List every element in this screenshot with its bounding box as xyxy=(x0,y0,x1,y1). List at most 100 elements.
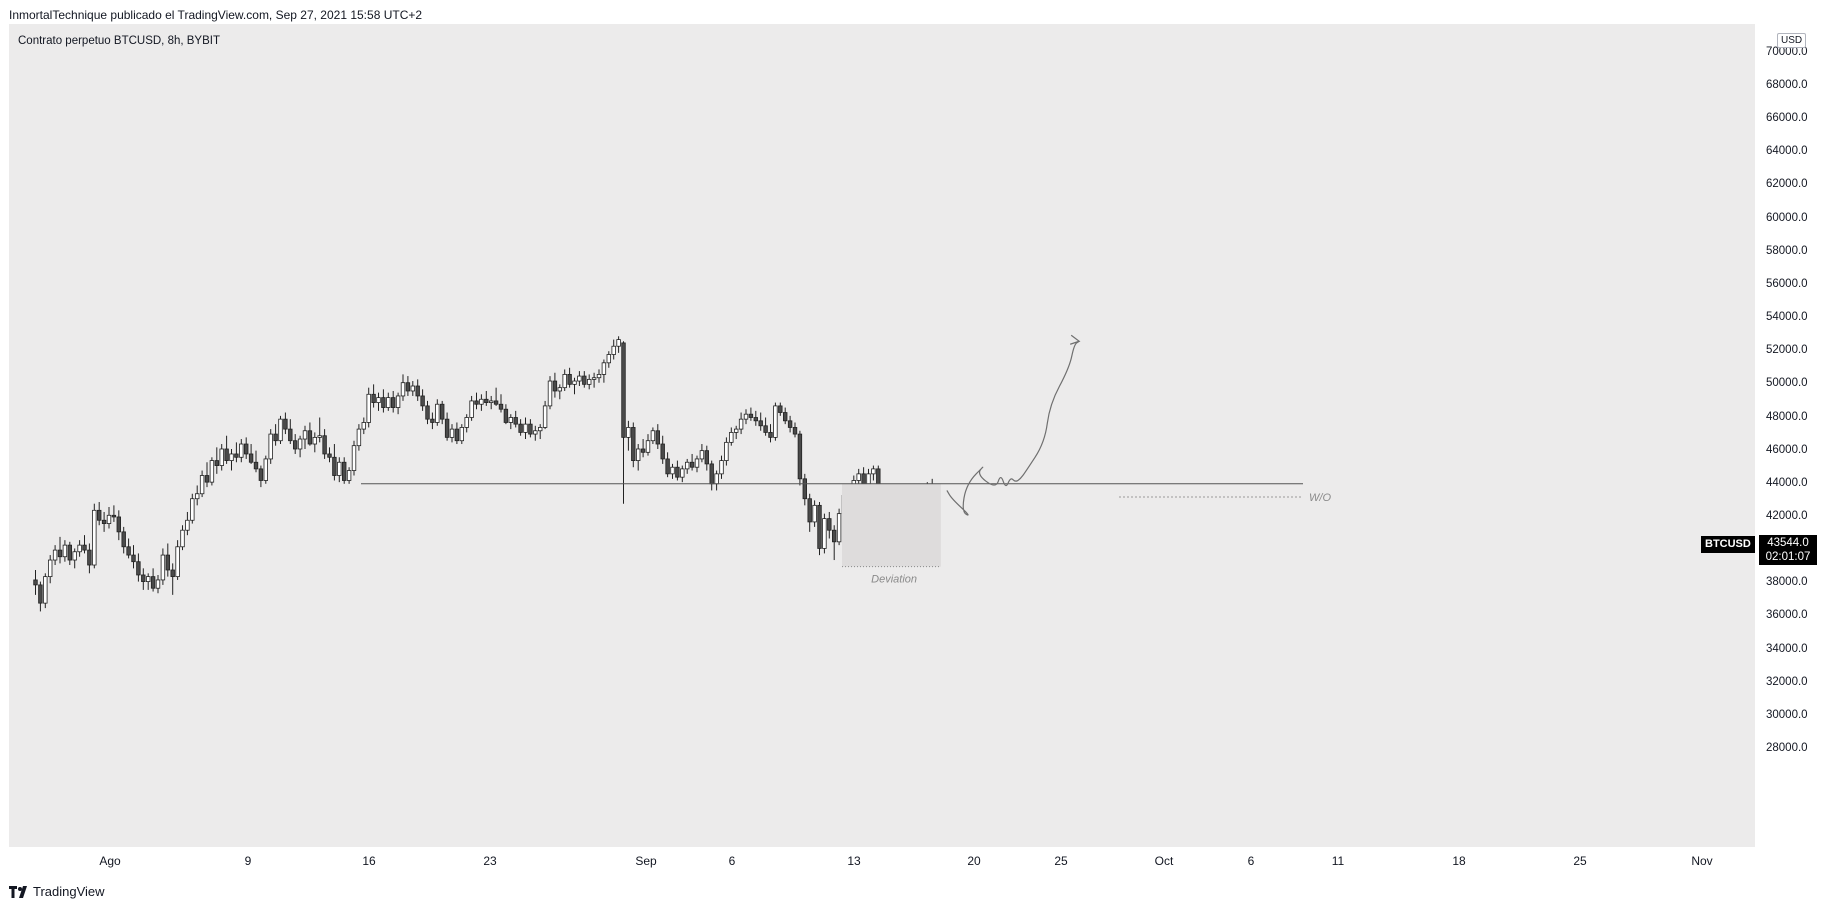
candle xyxy=(190,493,195,524)
candle xyxy=(616,336,621,353)
price-axis-label: 70000.0 xyxy=(1766,45,1808,58)
price-axis-label: 68000.0 xyxy=(1766,79,1808,91)
candle xyxy=(513,410,518,428)
candle xyxy=(533,425,538,441)
candle xyxy=(645,434,651,456)
candle xyxy=(449,424,455,443)
candle xyxy=(356,424,362,451)
candle xyxy=(38,581,43,612)
candle xyxy=(606,351,611,368)
candle xyxy=(562,369,567,391)
candle xyxy=(670,463,675,479)
candle xyxy=(611,339,616,360)
candle xyxy=(773,402,778,441)
price-axis-label: 64000.0 xyxy=(1766,145,1808,158)
candle xyxy=(292,434,298,454)
price-chart[interactable]: Deviation W/O xyxy=(9,24,1755,847)
candle xyxy=(327,447,332,463)
candle xyxy=(665,452,670,478)
time-axis-label: Ago xyxy=(99,854,121,868)
candle xyxy=(856,468,861,486)
candle xyxy=(101,511,107,532)
candle xyxy=(621,341,626,504)
time-axis-label: 6 xyxy=(728,854,736,868)
candle xyxy=(224,435,229,464)
time-axis-label: 23 xyxy=(483,854,497,868)
candle xyxy=(484,390,489,406)
time-axis-label: Nov xyxy=(1691,854,1713,868)
candle xyxy=(748,407,754,421)
candle xyxy=(43,573,48,609)
footer-brand[interactable]: TradingView xyxy=(9,884,105,899)
candle xyxy=(508,414,513,430)
candle xyxy=(126,538,131,559)
candle xyxy=(724,437,729,466)
currency-selector[interactable]: USD xyxy=(1777,33,1807,48)
candle xyxy=(503,404,509,425)
projection-arrowhead xyxy=(1070,334,1081,345)
candle xyxy=(474,392,479,410)
candle xyxy=(542,400,548,430)
candle xyxy=(199,470,205,498)
time-axis[interactable]: Ago 9 16 23 Sep 6 13 20 25 Oct 6 11 18 25 Nov xyxy=(9,848,1755,872)
candle xyxy=(547,376,553,410)
candle xyxy=(469,395,474,421)
candle xyxy=(734,425,739,440)
candle xyxy=(278,415,283,445)
candle xyxy=(386,392,391,411)
candle xyxy=(136,553,141,582)
candle xyxy=(704,445,709,471)
time-axis-label: 25 xyxy=(1573,854,1587,868)
candle xyxy=(631,422,636,468)
candle xyxy=(170,563,175,595)
candle xyxy=(229,448,234,471)
candle xyxy=(538,424,543,440)
candle xyxy=(743,409,749,425)
last-price-tag: 43544.0 02:01:07 xyxy=(1759,535,1817,565)
deviation-label: Deviation xyxy=(871,574,917,586)
candle xyxy=(204,462,210,488)
candle xyxy=(214,447,219,474)
price-axis-label: 54000.0 xyxy=(1766,311,1808,324)
candle xyxy=(694,455,700,473)
candle xyxy=(307,422,313,446)
candle xyxy=(778,402,783,416)
price-axis-label: 34000.0 xyxy=(1766,642,1808,655)
candle xyxy=(493,387,499,406)
candle xyxy=(194,485,200,506)
candle xyxy=(209,457,215,486)
drawings-layer: Deviation W/O xyxy=(361,334,1331,586)
candle xyxy=(273,424,278,446)
chart-pane[interactable]: Deviation W/O xyxy=(9,24,1755,847)
candle xyxy=(52,545,58,566)
candle xyxy=(253,450,259,473)
symbol-legend[interactable]: Contrato perpetuo BTCUSD, 8h, BYBIT xyxy=(18,35,220,47)
candle xyxy=(439,400,445,425)
candle xyxy=(719,455,724,479)
candle xyxy=(165,543,170,577)
candle xyxy=(239,439,244,463)
candle xyxy=(248,444,254,464)
candle xyxy=(832,525,837,561)
price-axis-label: 48000.0 xyxy=(1766,410,1808,423)
candle xyxy=(675,460,680,481)
candle xyxy=(518,419,523,436)
candle xyxy=(219,444,224,471)
candle xyxy=(322,429,327,459)
candle xyxy=(807,493,812,532)
candle xyxy=(587,374,592,390)
price-axis-label: 44000.0 xyxy=(1766,476,1808,489)
candle xyxy=(827,511,832,539)
candle xyxy=(243,437,249,459)
candle xyxy=(557,384,562,400)
candle xyxy=(72,548,77,569)
candle xyxy=(376,392,381,411)
time-axis-label: 16 xyxy=(362,854,376,868)
price-axis[interactable]: 70000.0 68000.0 66000.0 64000.0 62000.0 60000… xyxy=(1756,24,1834,847)
candle xyxy=(341,457,347,484)
candle xyxy=(180,525,185,551)
candle xyxy=(454,422,460,445)
candle xyxy=(283,412,288,435)
candle xyxy=(405,376,411,396)
candle xyxy=(62,540,68,562)
